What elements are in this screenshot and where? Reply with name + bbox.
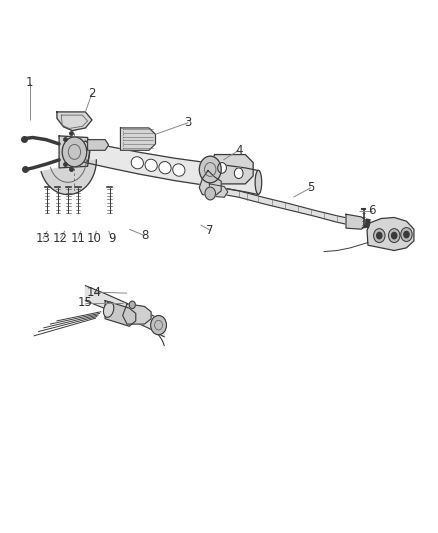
Text: 15: 15: [78, 296, 93, 309]
Polygon shape: [208, 155, 253, 184]
Text: 12: 12: [53, 232, 68, 245]
Polygon shape: [59, 136, 90, 168]
Ellipse shape: [81, 141, 89, 163]
Circle shape: [205, 187, 215, 200]
Ellipse shape: [159, 161, 171, 174]
Polygon shape: [221, 188, 355, 226]
Polygon shape: [85, 286, 164, 337]
Circle shape: [199, 156, 221, 183]
Circle shape: [218, 163, 226, 173]
Circle shape: [377, 232, 382, 239]
Circle shape: [374, 229, 385, 243]
Polygon shape: [85, 141, 258, 195]
Ellipse shape: [145, 159, 157, 172]
Polygon shape: [123, 304, 151, 324]
Polygon shape: [120, 128, 155, 150]
Ellipse shape: [255, 171, 261, 195]
Text: 6: 6: [368, 204, 376, 217]
Text: 13: 13: [35, 232, 50, 245]
Polygon shape: [209, 184, 228, 197]
Text: 7: 7: [206, 224, 214, 237]
Text: 8: 8: [141, 229, 148, 242]
Ellipse shape: [131, 157, 143, 169]
Text: 4: 4: [235, 144, 243, 157]
Text: 14: 14: [87, 286, 102, 298]
Polygon shape: [346, 214, 367, 229]
Ellipse shape: [173, 164, 185, 176]
Polygon shape: [199, 171, 221, 196]
Polygon shape: [57, 112, 92, 131]
Circle shape: [389, 229, 400, 243]
Text: 5: 5: [307, 181, 314, 194]
Text: 3: 3: [185, 116, 192, 129]
Polygon shape: [105, 301, 136, 326]
Text: 2: 2: [88, 87, 96, 100]
Polygon shape: [367, 217, 414, 251]
Polygon shape: [41, 160, 96, 195]
Polygon shape: [88, 140, 109, 150]
Text: 11: 11: [71, 232, 85, 245]
Circle shape: [62, 137, 87, 167]
Circle shape: [392, 232, 397, 239]
Text: 1: 1: [26, 76, 34, 89]
Circle shape: [234, 168, 243, 179]
Text: 10: 10: [87, 232, 102, 245]
Text: 9: 9: [108, 232, 116, 245]
Ellipse shape: [103, 302, 114, 317]
Circle shape: [151, 316, 166, 335]
Circle shape: [401, 228, 412, 241]
Circle shape: [129, 301, 135, 309]
Circle shape: [404, 231, 409, 238]
